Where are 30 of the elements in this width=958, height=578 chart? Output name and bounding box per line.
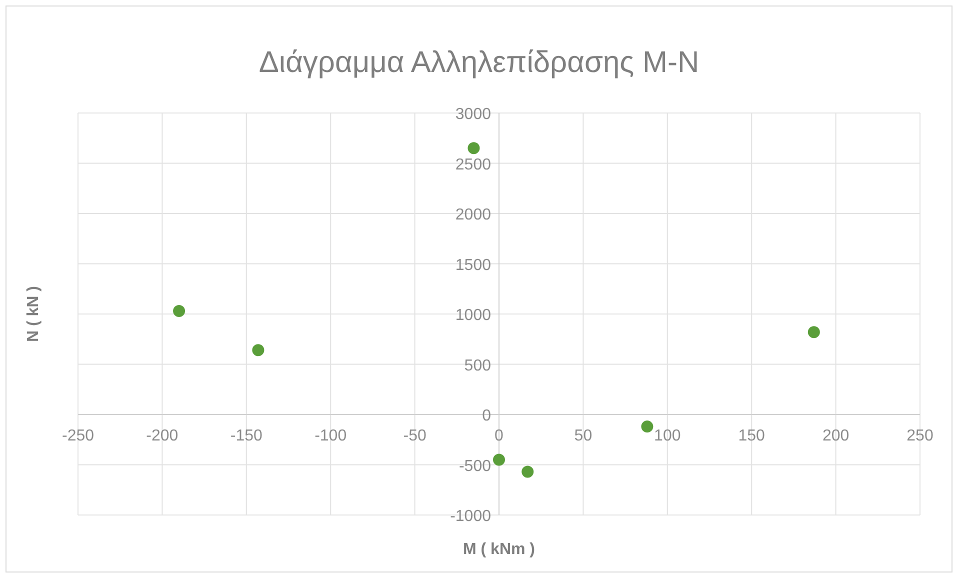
y-axis-title: N ( kN ) <box>25 286 42 342</box>
point <box>522 466 534 478</box>
y-tick-label: 3000 <box>455 106 492 123</box>
y-tick-label: 2500 <box>455 156 492 174</box>
x-tick-label: -200 <box>146 428 178 444</box>
y-tick-label: 2000 <box>455 206 492 224</box>
x-tick-label: 0 <box>494 428 504 444</box>
x-tick-label: -250 <box>62 428 94 444</box>
x-tick-label: 100 <box>654 428 681 444</box>
y-tick-label: -1000 <box>450 508 492 525</box>
x-tick-label: -100 <box>314 428 347 444</box>
x-tick-label: -150 <box>230 428 263 444</box>
y-tick-label: 1000 <box>455 307 492 324</box>
point <box>641 420 654 433</box>
y-tick-label: 500 <box>464 357 492 374</box>
x-axis-title: M ( kNm ) <box>463 541 535 558</box>
y-tick-label: 0 <box>482 408 492 424</box>
x-tick-label: -50 <box>403 428 426 444</box>
y-tick-label: 1500 <box>455 256 492 274</box>
point <box>173 304 186 317</box>
x-tick-label: 150 <box>738 428 766 444</box>
x-tick-label: 200 <box>822 428 850 444</box>
x-tick-label: 250 <box>906 428 934 444</box>
point <box>808 326 820 338</box>
point <box>252 344 264 356</box>
y-tick-label: -500 <box>458 458 492 475</box>
point <box>493 454 505 466</box>
point <box>468 142 480 154</box>
x-tick-label: 50 <box>574 428 592 444</box>
chart-title: Διάγραμμα Αλληλεπίδρασης M-N <box>258 46 700 79</box>
